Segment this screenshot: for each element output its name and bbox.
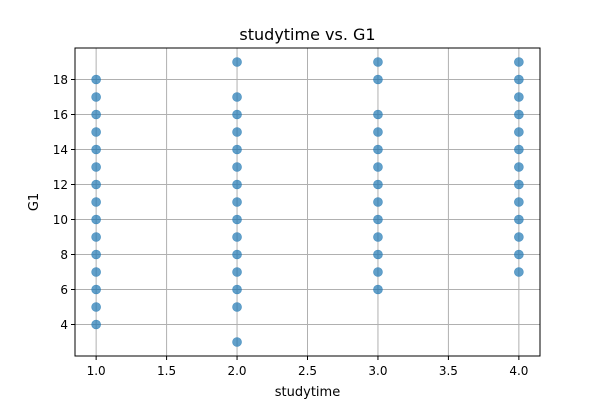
scatter-point — [373, 74, 383, 85]
scatter-point — [232, 232, 242, 242]
scatter-point — [91, 127, 101, 137]
scatter-point — [91, 267, 101, 277]
data-points — [91, 57, 524, 347]
scatter-point — [514, 74, 524, 85]
y-tick-label: 8 — [60, 248, 68, 262]
scatter-point — [373, 179, 383, 190]
x-tick-label: 1.5 — [157, 364, 176, 378]
scatter-point — [373, 267, 383, 277]
scatter-point — [373, 214, 383, 225]
x-tick-label: 2.0 — [227, 364, 246, 378]
y-tick-label: 18 — [53, 73, 68, 87]
scatter-point — [373, 249, 383, 260]
scatter-point — [514, 57, 524, 67]
scatter-point — [232, 337, 242, 347]
y-tick-label: 4 — [60, 318, 68, 332]
scatter-point — [232, 127, 242, 137]
scatter-point — [514, 214, 524, 225]
scatter-point — [373, 144, 383, 155]
scatter-point — [232, 109, 242, 120]
x-axis-label: studytime — [275, 385, 340, 400]
scatter-point — [232, 249, 242, 260]
y-tick-label: 12 — [53, 178, 68, 192]
scatter-point — [232, 92, 242, 102]
y-tick-label: 16 — [53, 108, 68, 122]
x-tick-label: 3.5 — [439, 364, 458, 378]
y-tick-label: 10 — [53, 213, 68, 227]
y-tick-label: 14 — [53, 143, 68, 157]
scatter-point — [91, 232, 101, 242]
scatter-point — [91, 92, 101, 102]
x-tick-label: 3.0 — [368, 364, 387, 378]
scatter-point — [232, 302, 242, 312]
scatter-point — [91, 179, 101, 190]
scatter-point — [514, 109, 524, 120]
scatter-point — [514, 197, 524, 207]
scatter-point — [373, 232, 383, 242]
scatter-point — [232, 267, 242, 277]
scatter-point — [373, 57, 383, 67]
x-tick-label: 4.0 — [509, 364, 528, 378]
y-axis-label: G1 — [27, 193, 42, 211]
scatter-point — [91, 319, 101, 330]
scatter-point — [373, 284, 383, 295]
scatter-point — [373, 109, 383, 120]
scatter-point — [514, 232, 524, 242]
scatter-point — [514, 144, 524, 155]
scatter-point — [232, 144, 242, 155]
scatter-point — [514, 179, 524, 190]
scatter-point — [232, 179, 242, 190]
scatter-point — [91, 214, 101, 225]
ticks: 1.0 1.5 2.0 2.5 3.0 3.5 4.0 4 6 8 10 12 14 16 18 — [53, 73, 529, 378]
scatter-point — [91, 162, 101, 172]
x-tick-label: 1.0 — [87, 364, 106, 378]
chart-title: studytime vs. G1 — [239, 25, 375, 44]
scatter-point — [373, 162, 383, 172]
scatter-point — [91, 302, 101, 312]
y-tick-label: 6 — [60, 283, 68, 297]
scatter-point — [232, 214, 242, 225]
scatter-point — [514, 92, 524, 102]
scatter-point — [91, 144, 101, 155]
scatter-point — [91, 109, 101, 120]
scatter-point — [91, 249, 101, 260]
scatter-point — [373, 127, 383, 137]
scatter-point — [232, 57, 242, 67]
scatter-point — [91, 74, 101, 85]
scatter-point — [232, 162, 242, 172]
scatter-point — [373, 197, 383, 207]
scatter-point — [91, 284, 101, 295]
scatter-point — [514, 267, 524, 277]
scatter-point — [232, 197, 242, 207]
scatter-point — [514, 249, 524, 260]
scatter-point — [232, 284, 242, 295]
scatter-point — [514, 127, 524, 137]
scatter-point — [91, 197, 101, 207]
x-tick-label: 2.5 — [298, 364, 317, 378]
scatter-point — [514, 162, 524, 172]
